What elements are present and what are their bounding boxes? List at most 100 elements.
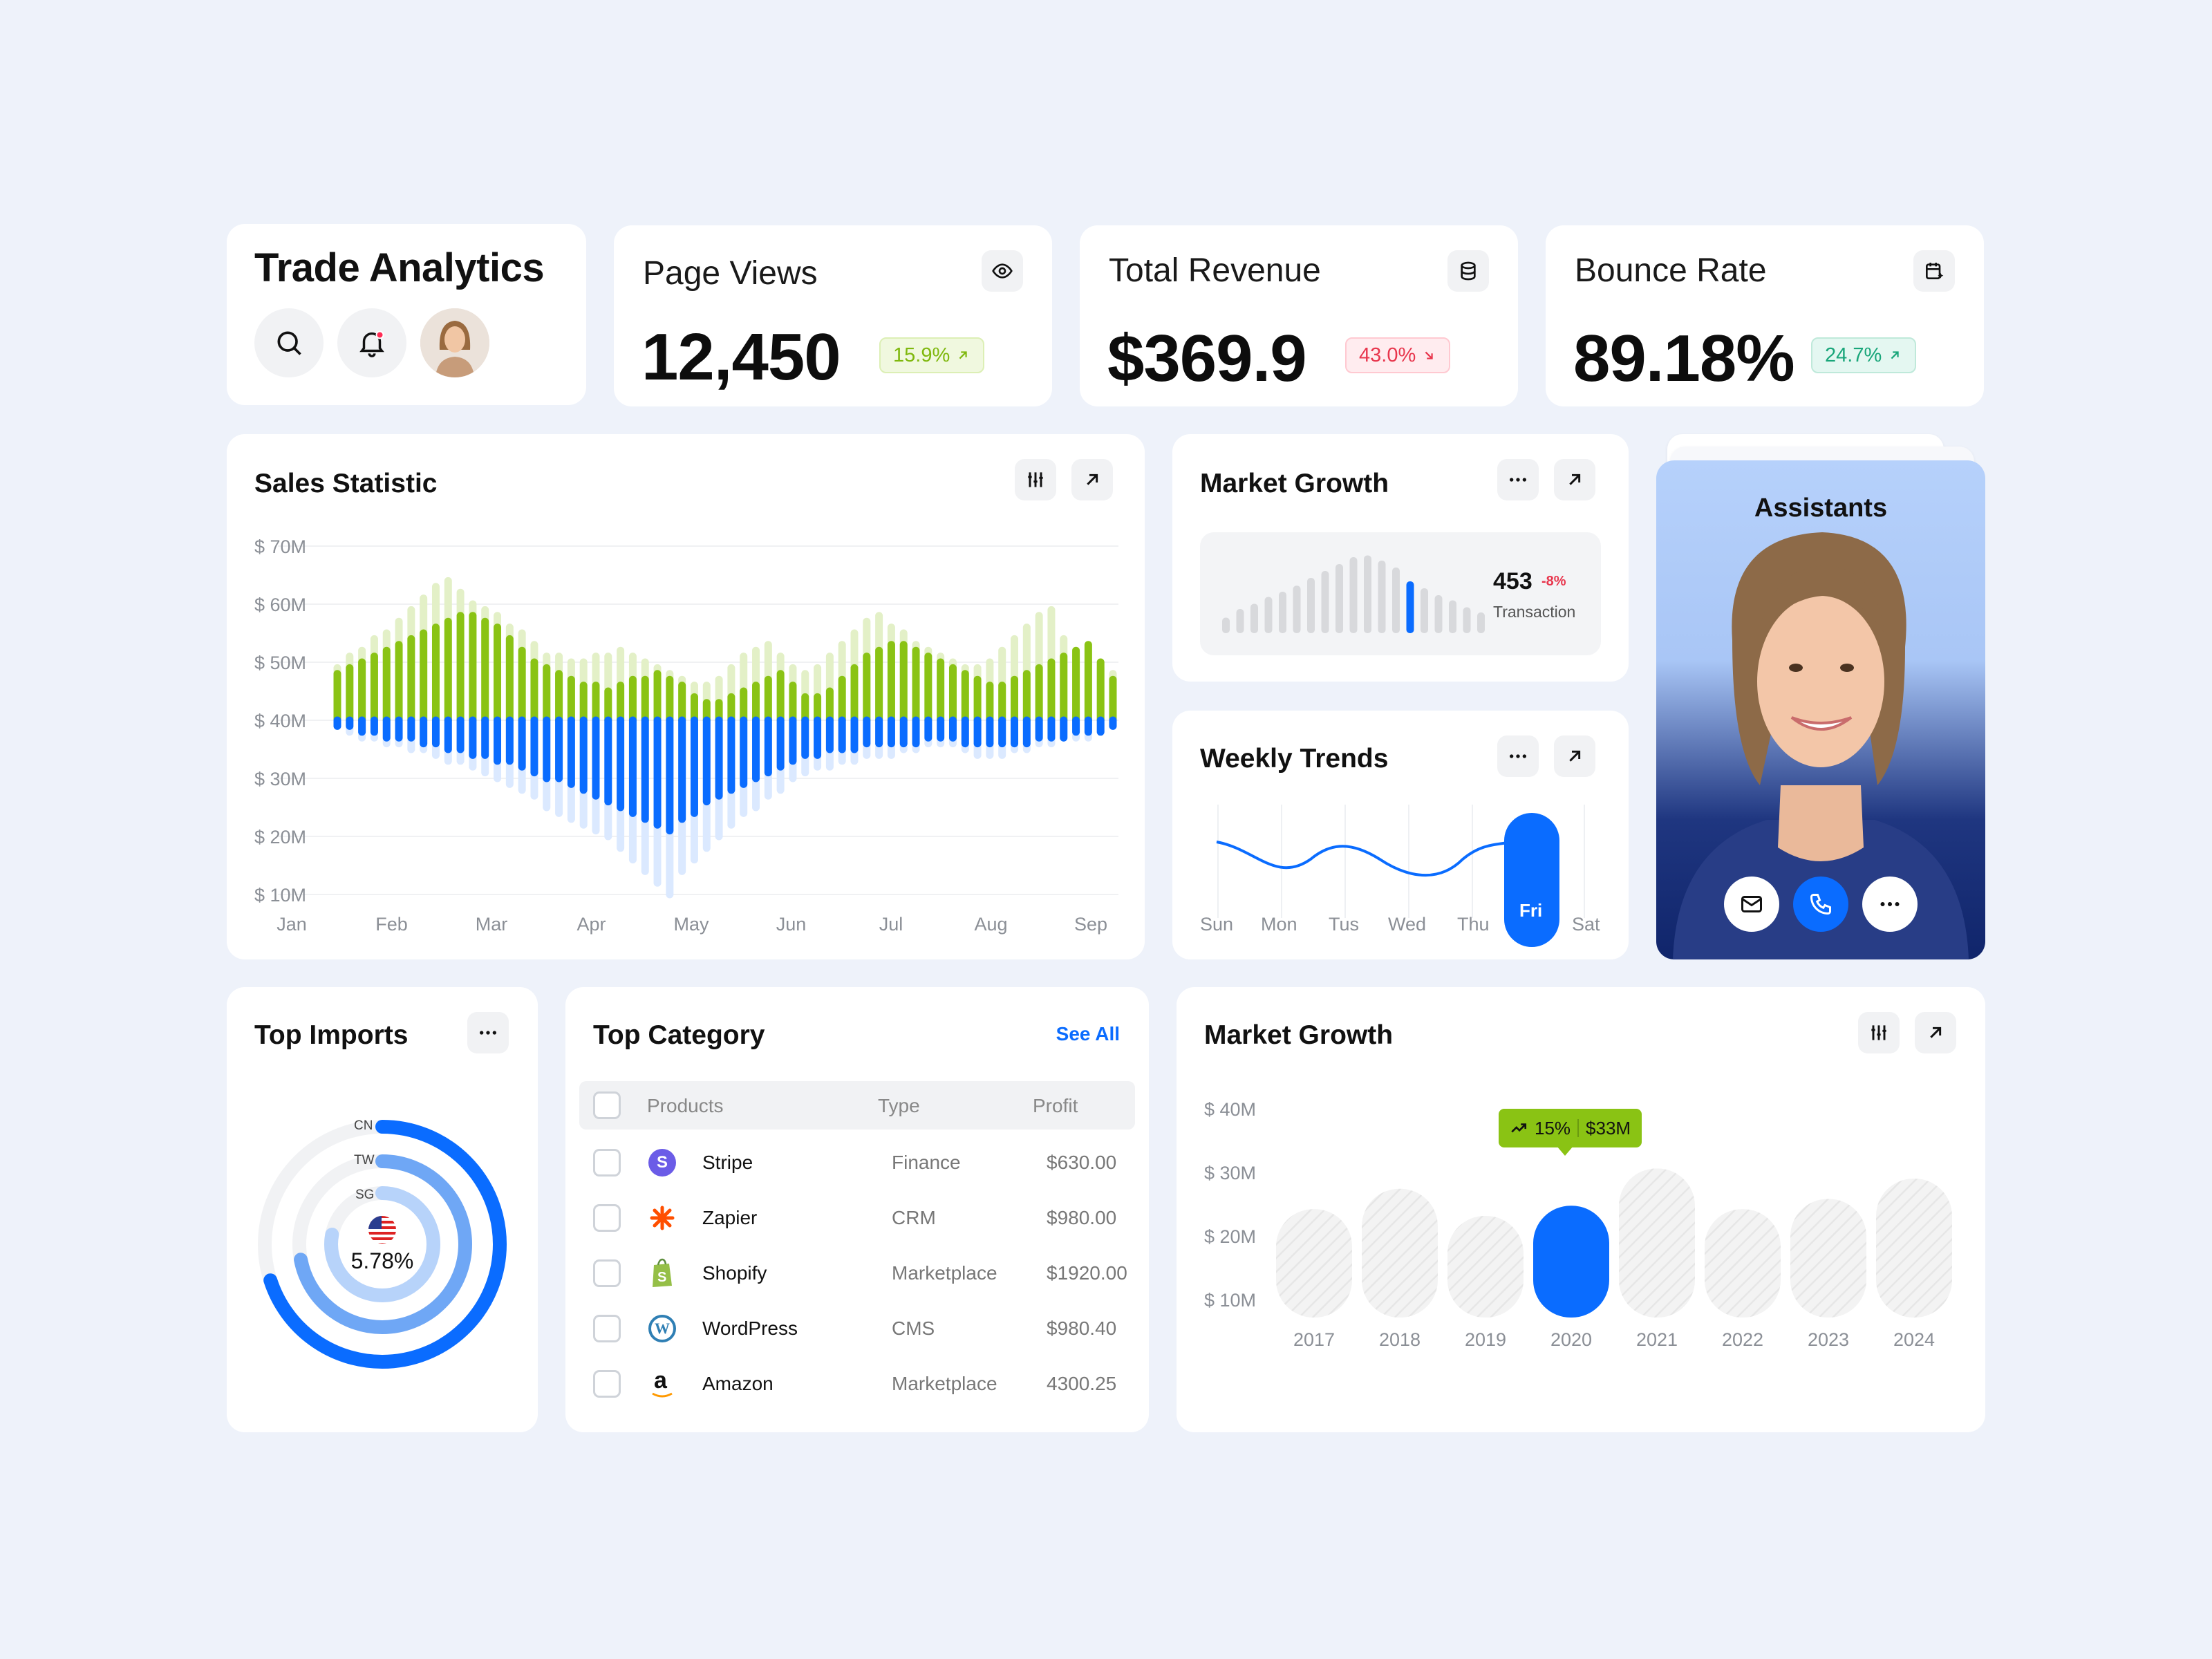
column-header-profit: Profit: [1033, 1095, 1078, 1116]
call-button[interactable]: [1793, 877, 1848, 932]
x-tick-label: 2024: [1893, 1329, 1935, 1350]
mail-icon: [1741, 896, 1762, 912]
transaction-bar: [1222, 617, 1230, 633]
transaction-bar: [1434, 595, 1443, 633]
search-icon: [277, 331, 301, 355]
sliders-icon: [1028, 472, 1043, 487]
expand-button[interactable]: [1554, 735, 1595, 777]
svg-text:S: S: [657, 1270, 666, 1285]
search-button[interactable]: [254, 308, 324, 377]
card-title: Market Growth: [1200, 469, 1389, 498]
product-profit: 4300.25: [1047, 1373, 1117, 1394]
year-bar-active[interactable]: [1533, 1206, 1609, 1318]
calendar-sparkle-icon: [1926, 263, 1944, 279]
product-profit: $630.00: [1047, 1152, 1117, 1173]
table-row[interactable]: W WordPress CMS $980.40: [579, 1301, 1132, 1356]
day-label: Wed: [1388, 914, 1427, 935]
row-checkbox[interactable]: [593, 1370, 621, 1398]
trend-line: [1216, 838, 1533, 877]
bounce-button[interactable]: [1913, 250, 1955, 292]
ring-tw: [292, 1154, 472, 1334]
tooltip-value: $33M: [1586, 1117, 1631, 1138]
change-value: 43.0%: [1359, 344, 1416, 366]
table-row[interactable]: S Stripe Finance $630.00: [579, 1135, 1132, 1190]
y-tick-label: $ 10M: [254, 885, 306, 906]
year-bar[interactable]: [1619, 1168, 1695, 1318]
year-bar[interactable]: [1362, 1188, 1438, 1318]
user-avatar[interactable]: [420, 308, 489, 377]
day-label: Mon: [1261, 914, 1297, 935]
year-bar[interactable]: [1790, 1199, 1866, 1318]
filter-button[interactable]: [1015, 459, 1056, 500]
weekly-trends-card: Weekly Trends Sun Mon Tus Wed Thu Fri Sa…: [1172, 711, 1629, 959]
stat-title: Page Views: [643, 255, 818, 292]
page-title: Trade Analytics: [254, 245, 545, 290]
transaction-bar: [1307, 578, 1315, 633]
change-badge: 24.7%: [1811, 337, 1917, 373]
year-bar[interactable]: [1705, 1209, 1781, 1318]
header-card: Trade Analytics: [227, 224, 586, 405]
filter-button[interactable]: [1858, 1012, 1900, 1053]
more-button[interactable]: [467, 1012, 509, 1053]
x-tick-label: Sep: [1074, 914, 1107, 935]
product-name: WordPress: [702, 1318, 798, 1339]
transaction-bar: [1264, 597, 1273, 633]
x-tick-label: Jul: [879, 914, 903, 935]
more-horizontal-icon: [1510, 478, 1526, 482]
transaction-label: Transaction: [1493, 603, 1576, 621]
product-type: Marketplace: [892, 1262, 997, 1284]
see-all-link[interactable]: See All: [1056, 1023, 1120, 1044]
x-tick-label: 2023: [1808, 1329, 1849, 1350]
table-row[interactable]: a Amazon Marketplace 4300.25: [579, 1356, 1132, 1412]
top-category-card: Top Category See All Products Type Profi…: [565, 987, 1149, 1432]
table-row[interactable]: Zapier CRM $980.00: [579, 1190, 1132, 1246]
arrow-down-right-icon: [1425, 351, 1433, 359]
x-tick-label: 2018: [1379, 1329, 1421, 1350]
stat-card-page-views: Page Views 12,450 15.9%: [614, 225, 1052, 406]
phone-icon: [1810, 894, 1831, 915]
x-tick-label: 2020: [1550, 1329, 1592, 1350]
more-horizontal-icon: [1510, 754, 1526, 758]
expand-button[interactable]: [1915, 1012, 1956, 1053]
product-name: Stripe: [702, 1152, 753, 1173]
year-bar[interactable]: [1876, 1179, 1952, 1318]
table-header: Products Type Profit: [579, 1081, 1135, 1130]
email-button[interactable]: [1724, 877, 1779, 932]
expand-button[interactable]: [1554, 459, 1595, 500]
transaction-value: 453: [1493, 568, 1533, 594]
column-header-type: Type: [878, 1095, 920, 1116]
more-button[interactable]: [1497, 735, 1539, 777]
year-bar[interactable]: [1447, 1216, 1524, 1318]
active-day-bar[interactable]: [1504, 813, 1559, 947]
arrow-up-right-icon: [1087, 474, 1098, 485]
more-button[interactable]: [1862, 877, 1918, 932]
x-tick-label: Mar: [476, 914, 508, 935]
expand-button[interactable]: [1071, 459, 1113, 500]
imports-percentage: 5.78%: [350, 1248, 414, 1273]
select-all-checkbox[interactable]: [593, 1091, 621, 1119]
arrow-up-right-icon: [1891, 351, 1899, 359]
trend-up-icon: [1511, 1123, 1527, 1133]
ring-label-sg: SG: [355, 1188, 375, 1202]
product-profit: $1920.00: [1047, 1262, 1127, 1284]
table-row[interactable]: S Shopify Marketplace $1920.00: [579, 1246, 1132, 1301]
notification-button[interactable]: [337, 308, 406, 377]
row-checkbox[interactable]: [593, 1315, 621, 1342]
year-bar[interactable]: [1276, 1209, 1352, 1318]
y-tick-label: $ 20M: [254, 827, 306, 847]
transaction-bar: [1378, 561, 1386, 633]
row-checkbox[interactable]: [593, 1259, 621, 1287]
row-checkbox[interactable]: [593, 1149, 621, 1177]
shopify-logo-icon: S: [653, 1258, 672, 1287]
arrow-up-right-icon: [1930, 1027, 1942, 1038]
transaction-change: -8%: [1541, 574, 1566, 589]
x-tick-label: 2019: [1465, 1329, 1506, 1350]
assistant-card[interactable]: Assistants: [1656, 460, 1985, 959]
x-tick-label: 2022: [1722, 1329, 1763, 1350]
more-button[interactable]: [1497, 459, 1539, 500]
transaction-bar: [1406, 581, 1414, 633]
view-button[interactable]: [982, 250, 1023, 292]
arrow-up-right-icon: [959, 351, 967, 359]
revenue-button[interactable]: [1447, 250, 1489, 292]
row-checkbox[interactable]: [593, 1204, 621, 1232]
